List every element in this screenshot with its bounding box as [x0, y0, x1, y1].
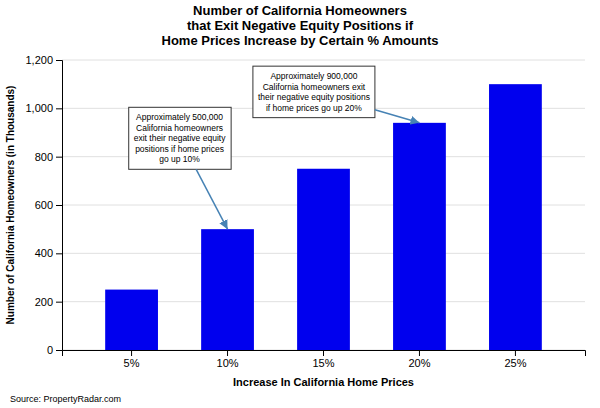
y-tick-mark: [56, 205, 62, 206]
bar: [105, 290, 158, 350]
annotation-box: [129, 107, 231, 169]
annotation-line: go up 10%: [159, 154, 200, 164]
y-tick: 1,000: [25, 102, 62, 114]
annotation-line: California homeowners exit: [263, 82, 366, 92]
annotation: Approximately 900,000California homeowne…: [253, 66, 375, 118]
y-tick-mark: [56, 253, 62, 254]
y-axis-line: [56, 61, 63, 351]
x-axis-title: Increase In California Home Prices: [233, 376, 414, 388]
x-tick-label: 5%: [124, 357, 140, 369]
y-tick-mark: [56, 302, 62, 303]
y-tick: 800: [35, 151, 62, 163]
y-tick: 0: [47, 344, 62, 356]
y-tick: 200: [35, 296, 62, 308]
y-tick: 1,200: [25, 54, 62, 66]
annotation-text: Approximately 900,000California homeowne…: [258, 71, 370, 113]
bar: [297, 169, 350, 350]
y-axis: 0 200 400 600 800 1,000 1,200: [25, 54, 62, 356]
grid-line: [62, 60, 585, 61]
x-tick-label: 15%: [312, 357, 334, 369]
bars: [105, 84, 542, 350]
annotation-line: California homeowners: [136, 123, 223, 133]
annotation-line: their negative equity positions: [258, 92, 370, 102]
y-tick-mark: [56, 60, 62, 61]
annotations: Approximately 500,000California homeowne…: [129, 66, 420, 229]
x-axis: 5% 10% 15% 20% 25%: [63, 350, 586, 369]
y-tick: 400: [35, 247, 62, 259]
title: Number of California Homeownersthat Exit…: [162, 3, 439, 48]
title-line: Home Prices Increase by Certain % Amount…: [162, 33, 439, 48]
annotation-line: Approximately 900,000: [270, 71, 357, 81]
x-tick-mark: [323, 350, 324, 356]
grid: [62, 60, 585, 350]
y-tick-label: 1,200: [25, 54, 53, 66]
y-axis-title: Number of California Homeowners (in Thou…: [5, 86, 16, 325]
y-tick-mark: [56, 157, 62, 158]
annotation-line: exit their negative equity: [134, 133, 226, 143]
y-tick-mark: [56, 108, 62, 109]
annotation-line: if home prices go up 20%: [266, 103, 362, 113]
x-tick: 10%: [217, 350, 239, 369]
x-tick-mark: [227, 350, 228, 356]
title-line: Number of California Homeowners: [193, 3, 407, 18]
x-tick-label: 10%: [217, 357, 239, 369]
plot-area: 5% 10% 15% 20% 25% 0 200 400 600 800 1,000 1,200 App…: [25, 54, 585, 369]
x-tick-label: 25%: [504, 357, 526, 369]
annotation-text: Approximately 500,000California homeowne…: [134, 112, 226, 164]
x-tick: 5%: [124, 350, 140, 369]
x-tick-label: 20%: [408, 357, 430, 369]
x-tick: 25%: [504, 350, 526, 369]
y-tick-label: 600: [35, 199, 53, 211]
y-tick-label: 0: [47, 344, 53, 356]
annotation-line: positions if home prices: [135, 144, 224, 154]
x-tick-mark: [419, 350, 420, 356]
annotation-arrow: [196, 169, 227, 229]
y-tick-label: 200: [35, 296, 53, 308]
x-tick-mark: [131, 350, 132, 356]
y-tick-label: 400: [35, 247, 53, 259]
bar: [393, 123, 446, 350]
x-tick-mark: [515, 350, 516, 356]
annotation-line: Approximately 500,000: [136, 112, 223, 122]
annotation: Approximately 500,000California homeowne…: [129, 107, 231, 169]
annotation-arrow: [375, 110, 420, 123]
bar: [489, 84, 542, 350]
y-tick: 600: [35, 199, 62, 211]
bar: [201, 229, 254, 350]
title-line: that Exit Negative Equity Positions if: [187, 18, 414, 33]
source: Source: PropertyRadar.com: [10, 394, 121, 404]
x-tick: 20%: [408, 350, 430, 369]
annotation-box: [253, 66, 375, 118]
x-axis-line: [63, 351, 586, 357]
y-tick-mark: [56, 350, 62, 351]
chart-svg: Number of California Homeownersthat Exit…: [0, 0, 600, 408]
x-tick: 15%: [312, 350, 334, 369]
y-tick-label: 1,000: [25, 102, 53, 114]
y-tick-label: 800: [35, 151, 53, 163]
